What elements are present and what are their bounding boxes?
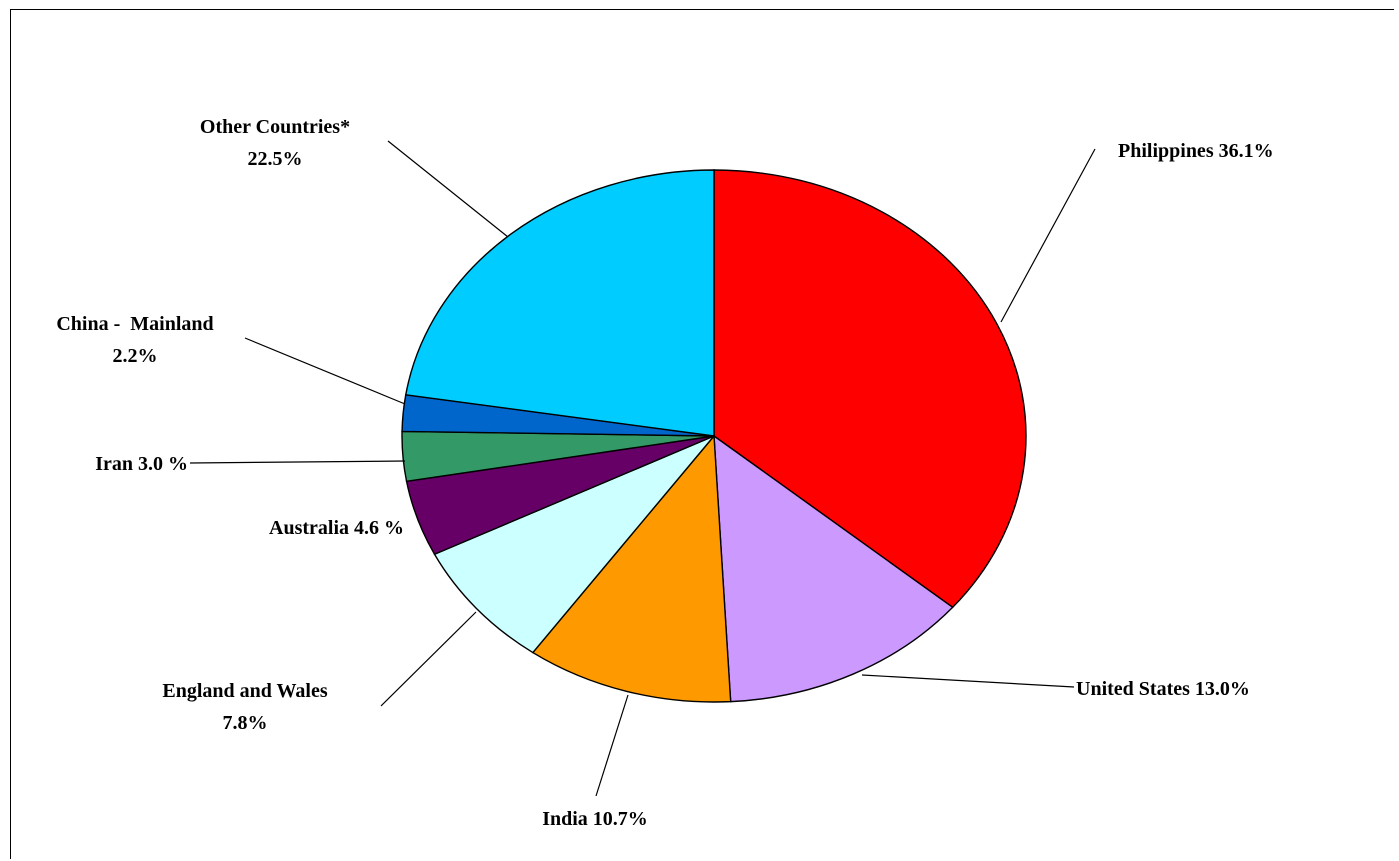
slice-label-united-states: United States 13.0% — [1076, 678, 1250, 700]
slice-label-china-mainland: China - Mainland 2.2% — [56, 313, 213, 367]
pie-slices — [401, 169, 1027, 703]
slice-label-iran: Iran 3.0 % — [95, 453, 188, 475]
leader-line-united-states — [861, 674, 1075, 688]
leader-lines — [189, 140, 1096, 797]
leader-line-india — [595, 694, 629, 797]
slice-label-australia: Australia 4.6 % — [269, 517, 404, 539]
leader-line-iran — [189, 460, 406, 464]
slice-label-england-and-wales: England and Wales 7.8% — [162, 680, 327, 734]
slice-label-india: India 10.7% — [542, 808, 648, 830]
slice-label-other-countries: Other Countries* 22.5% — [200, 116, 350, 170]
pie-slice-india — [531, 434, 732, 703]
pie-slice-united-states — [713, 434, 954, 703]
leader-line-other-countries — [387, 140, 509, 238]
pie-slice-other-countries — [404, 169, 715, 437]
leader-line-philippines — [1000, 148, 1096, 323]
pie-slice-england-and-wales — [433, 435, 715, 654]
leader-line-china-mainland — [244, 337, 406, 405]
slice-labels: Philippines 36.1% United States 13.0% Indi… — [56, 116, 1273, 830]
leader-line-england-and-wales — [380, 611, 477, 707]
slice-label-philippines: Philippines 36.1% — [1118, 140, 1274, 162]
pie-slice-philippines — [713, 169, 1027, 609]
